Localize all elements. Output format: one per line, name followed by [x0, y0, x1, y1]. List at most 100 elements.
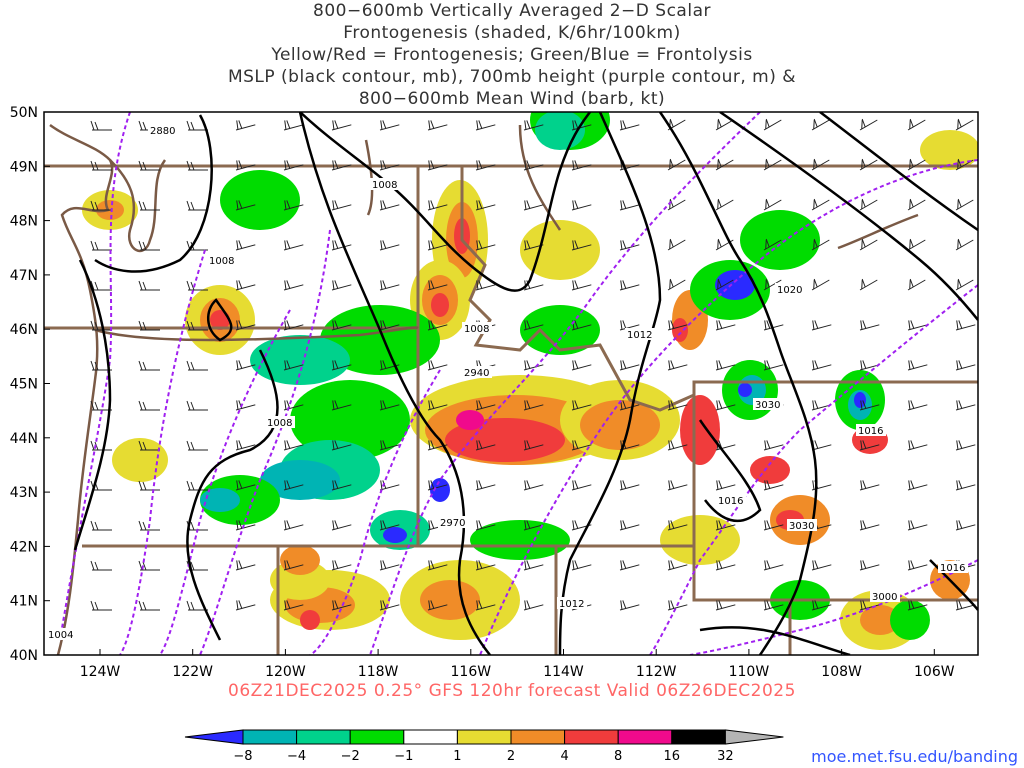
colorbar-tick-label: 1 — [453, 749, 461, 764]
mslp-label: 1012 — [559, 599, 584, 610]
wind-barb — [523, 360, 544, 371]
colorbar-tick-label: 4 — [560, 749, 568, 764]
wind-barb — [715, 118, 734, 131]
wind-barb — [715, 480, 736, 491]
wind-barb — [571, 240, 592, 251]
shading-contour — [715, 270, 755, 300]
wind-barb — [619, 600, 640, 611]
height-labels: 2880 2940 2970 3030 3030 3000 — [148, 124, 900, 603]
colorbar-segment — [296, 729, 351, 745]
height-contours — [59, 112, 978, 655]
chart-title: 800−600mb Vertically Averaged 2−D Scalar… — [0, 0, 1024, 110]
wind-barb — [138, 240, 160, 251]
wind-barb — [619, 320, 640, 331]
wind-barb — [379, 320, 400, 331]
lon-label: 124W — [80, 664, 121, 680]
mslp-label: 1008 — [372, 180, 397, 191]
wind-barb — [763, 320, 784, 331]
colorbar-tick-label: 32 — [717, 749, 734, 764]
mslp-label: 1016 — [718, 496, 743, 507]
lat-label: 48N — [10, 214, 38, 230]
lat-label: 43N — [10, 485, 38, 501]
wind-barb — [90, 200, 112, 211]
shading-contour — [200, 488, 240, 512]
wind-barb — [379, 440, 400, 451]
wind-barb — [235, 480, 256, 491]
wind-barb — [235, 280, 256, 291]
mslp-label: 1008 — [464, 324, 489, 335]
wind-barb — [859, 118, 878, 131]
shading-contour — [860, 605, 900, 635]
wind-barb — [955, 440, 976, 451]
wind-barb — [667, 440, 688, 451]
wind-barb — [427, 160, 448, 171]
lat-label: 41N — [10, 594, 38, 610]
wind-barb — [859, 520, 880, 531]
wind-barb — [331, 160, 352, 171]
wind-barb — [619, 200, 640, 211]
wind-barb — [379, 120, 400, 131]
wind-barb — [379, 160, 400, 171]
wind-barb — [235, 440, 256, 451]
wind-barb — [907, 238, 926, 251]
wind-barb — [619, 120, 640, 131]
wind-barb — [859, 158, 878, 171]
wind-barb — [90, 520, 112, 531]
colorbar-segment — [349, 729, 405, 745]
wind-barb — [523, 480, 544, 491]
wind-barb — [283, 240, 304, 251]
wind-barb — [379, 280, 400, 291]
wind-barb — [955, 238, 974, 251]
wind-barb — [667, 600, 688, 611]
lat-label: 47N — [10, 268, 38, 284]
wind-barb — [90, 120, 112, 131]
wind-barb — [571, 120, 592, 131]
wind-barb — [138, 480, 160, 491]
wind-barb — [379, 520, 400, 531]
wind-barb — [667, 320, 688, 331]
lat-label: 46N — [10, 322, 38, 338]
wind-barb — [811, 278, 830, 291]
frontogenesis-shading — [82, 112, 978, 650]
mslp-label: 1008 — [267, 418, 292, 429]
map-field: 1008 1008 1008 1008 1004 1012 1012 1016 … — [44, 112, 978, 655]
wind-barb — [763, 238, 782, 251]
wind-barb — [763, 158, 782, 171]
wind-barb — [331, 560, 352, 571]
wind-barb — [186, 160, 208, 171]
shading-contour — [672, 318, 688, 342]
wind-barb — [619, 240, 640, 251]
wind-barb — [523, 560, 544, 571]
lon-label: 118W — [358, 664, 399, 680]
wind-barb — [859, 320, 880, 331]
wind-barb — [955, 278, 974, 291]
lat-label: 49N — [10, 159, 38, 175]
wind-barb — [907, 198, 926, 211]
shading-contour — [520, 305, 600, 355]
wind-barb — [523, 160, 544, 171]
shading-contour — [420, 580, 480, 620]
wind-barb — [715, 278, 734, 291]
title-line-2: Frontogenesis (shaded, K/6hr/100km) — [343, 23, 681, 43]
wind-barb — [331, 240, 352, 251]
colorbar-tick-label: −4 — [287, 749, 306, 764]
wind-barb — [907, 480, 928, 491]
wind-barb — [955, 198, 974, 211]
height-label: 3030 — [755, 400, 780, 411]
shading-contour — [220, 170, 300, 230]
wind-barb — [331, 600, 352, 611]
wind-barb — [283, 560, 304, 571]
wind-barb — [427, 400, 448, 411]
shading-contour — [290, 380, 410, 460]
wind-barb — [955, 360, 976, 371]
colorbar-segment — [510, 729, 566, 745]
wind-barb — [331, 360, 352, 371]
title-line-5: 800−600mb Mean Wind (barb, kt) — [358, 89, 666, 109]
title-line-1: 800−600mb Vertically Averaged 2−D Scalar — [313, 1, 711, 21]
wind-barb — [283, 600, 304, 611]
shading-contour — [520, 220, 600, 280]
wind-barb — [715, 600, 736, 611]
wind-barb — [523, 400, 544, 411]
wind-barb — [379, 560, 400, 571]
wind-barb — [955, 320, 976, 331]
